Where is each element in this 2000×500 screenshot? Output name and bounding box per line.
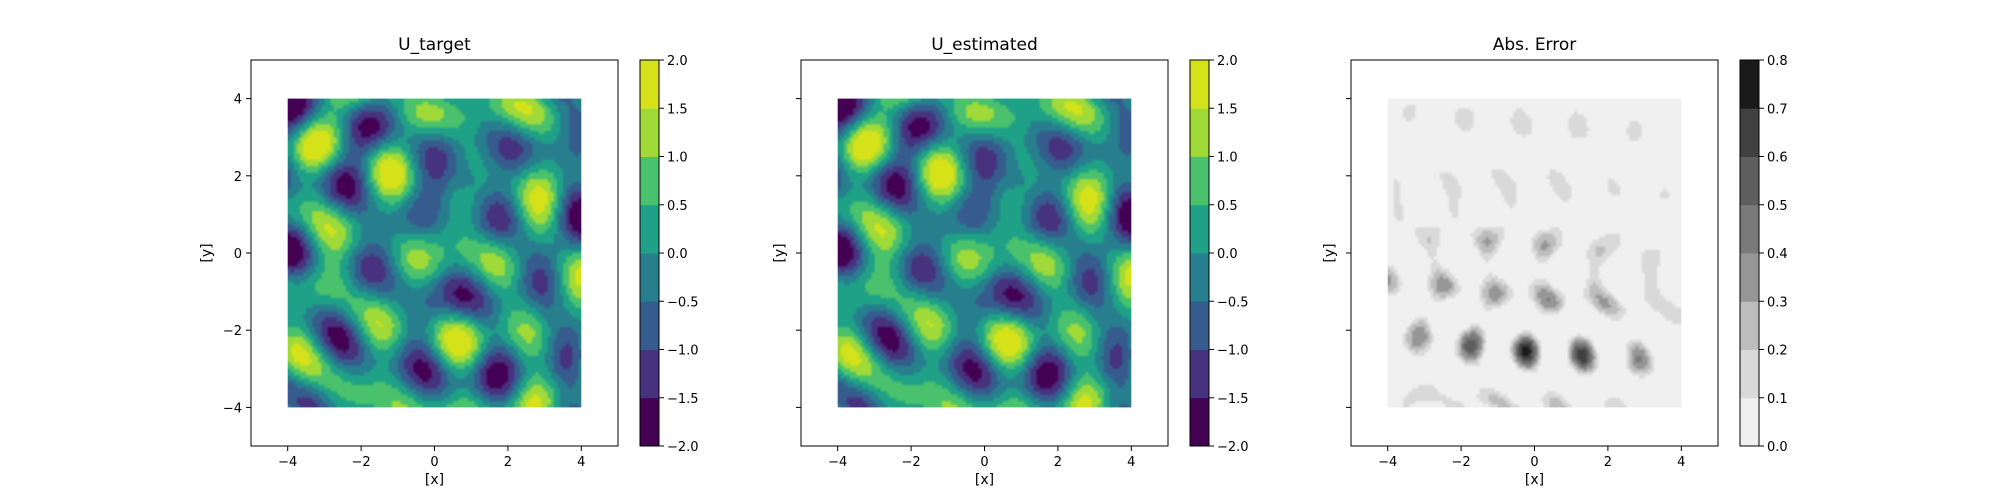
colorbar-tick-label: 1.0: [1217, 151, 1238, 166]
colorbar-band: [1190, 349, 1209, 399]
colorbar-band: [640, 253, 659, 302]
chart-panel: Abs. Error−4 −2 0 2 4[x][y]0.00.10.20.30.40.…: [1322, 35, 1788, 488]
x-tick-label: 0: [980, 455, 988, 470]
colorbar-band: [1190, 60, 1209, 109]
contour-field: [287, 98, 582, 408]
colorbar-band: [1740, 349, 1759, 399]
x-tick-label: 0: [430, 455, 438, 470]
colorbar: 0.0 0.1 0.2 0.3 0.4 0.5 0.6 0.7 0.8: [1739, 54, 1788, 455]
colorbar-tick-label: 1.0: [667, 151, 688, 166]
colorbar-tick-label: 2.0: [667, 54, 688, 69]
y-axis-label: [y]: [772, 243, 788, 262]
colorbar-tick-label: 0.8: [1767, 54, 1788, 69]
x-tick-label: 2: [1054, 455, 1062, 470]
colorbar-tick-label: 0.5: [1217, 199, 1238, 214]
colorbar-tick-label: 0.0: [1217, 247, 1238, 262]
y-axis-label: [y]: [1322, 243, 1338, 262]
chart-title: U_target: [398, 35, 471, 55]
y-tick-label: −4: [223, 401, 242, 416]
colorbar-tick-label: 2.0: [1217, 54, 1238, 69]
colorbar-tick-label: −0.5: [1217, 295, 1249, 310]
colorbar-band: [1190, 108, 1209, 157]
contour-field: [837, 98, 1132, 408]
colorbar-tick-label: 0.7: [1767, 102, 1788, 117]
x-tick-label: −2: [1452, 455, 1471, 470]
colorbar: −2.0 −1.5 −1.0 −0.5 0.0 0.5 1.0 1.5 2.0: [1189, 54, 1249, 455]
colorbar-band: [640, 60, 659, 109]
x-tick-label: 4: [1127, 455, 1135, 470]
chart-panel: U_target −4 −2 0 2 4 −4 −2 0 2 4 [x] [y] −2.0 −1.5 −1.0…: [199, 35, 699, 488]
colorbar-band: [640, 108, 659, 157]
x-tick-label: 2: [1604, 455, 1612, 470]
x-tick-label: −4: [828, 455, 847, 470]
colorbar-tick-label: 0.4: [1767, 247, 1788, 262]
colorbar-tick-label: 1.5: [1217, 102, 1238, 117]
x-tick-label: 4: [577, 455, 585, 470]
colorbar-band: [640, 301, 659, 350]
chart-panel: U_estimated −4 −2 0 2 4 [x] [y] −2.0 −1.5 −1.0 −0.5…: [772, 35, 1249, 488]
colorbar-band: [1740, 253, 1759, 302]
colorbar-tick-label: 0.5: [667, 199, 688, 214]
y-tick-label: 0: [234, 247, 242, 262]
x-tick-label: 4: [1677, 455, 1685, 470]
x-tick-label: −2: [902, 455, 921, 470]
chart-title: U_estimated: [931, 35, 1038, 55]
y-axis-label: [y]: [199, 243, 215, 262]
colorbar-tick-label: 0.0: [1767, 440, 1788, 455]
x-tick-label: −4: [278, 455, 297, 470]
colorbar-band: [1740, 301, 1759, 350]
colorbar-band: [1740, 108, 1759, 157]
colorbar-tick-label: −1.0: [1217, 344, 1249, 359]
colorbar-tick-label: −1.5: [667, 392, 699, 407]
colorbar-tick-label: 1.5: [667, 102, 688, 117]
colorbar-tick-label: −2.0: [667, 440, 699, 455]
colorbar-tick-label: 0.1: [1767, 392, 1788, 407]
colorbar-band: [1740, 60, 1759, 109]
colorbar-tick-label: −0.5: [667, 295, 699, 310]
colorbar-tick-label: 0.3: [1767, 295, 1788, 310]
x-axis-label: [x]: [975, 472, 994, 488]
colorbar-band: [1740, 204, 1759, 254]
x-axis-label: [x]: [425, 472, 444, 488]
colorbar-tick-label: 0.0: [667, 247, 688, 262]
x-tick-label: 0: [1530, 455, 1538, 470]
colorbar-band: [640, 204, 659, 254]
colorbar-tick-label: −1.5: [1217, 392, 1249, 407]
x-axis-label: [x]: [1525, 472, 1544, 488]
y-tick-label: 4: [234, 93, 242, 108]
colorbar-band: [1190, 204, 1209, 254]
x-tick-label: −4: [1378, 455, 1397, 470]
colorbar-band: [640, 349, 659, 399]
y-tick-label: −2: [223, 324, 242, 339]
colorbar: −2.0 −1.5 −1.0 −0.5 0.0 0.5 1.0 1.5 2.0: [639, 54, 699, 455]
chart-title: Abs. Error: [1493, 35, 1577, 55]
colorbar-band: [1190, 397, 1209, 447]
x-tick-label: −2: [352, 455, 371, 470]
colorbar-tick-label: 0.6: [1767, 151, 1788, 166]
colorbar-band: [1740, 397, 1759, 447]
colorbar-tick-label: −2.0: [1217, 440, 1249, 455]
x-tick-label: 2: [504, 455, 512, 470]
y-tick-label: 2: [234, 170, 242, 185]
colorbar-band: [1190, 253, 1209, 302]
colorbar-band: [1190, 301, 1209, 350]
colorbar-band: [1740, 156, 1759, 206]
colorbar-tick-label: 0.5: [1767, 199, 1788, 214]
colorbar-band: [640, 397, 659, 447]
colorbar-tick-label: −1.0: [667, 344, 699, 359]
colorbar-band: [1190, 156, 1209, 206]
colorbar-tick-label: 0.2: [1767, 344, 1788, 359]
colorbar-band: [640, 156, 659, 206]
contour-field: [1387, 98, 1682, 408]
